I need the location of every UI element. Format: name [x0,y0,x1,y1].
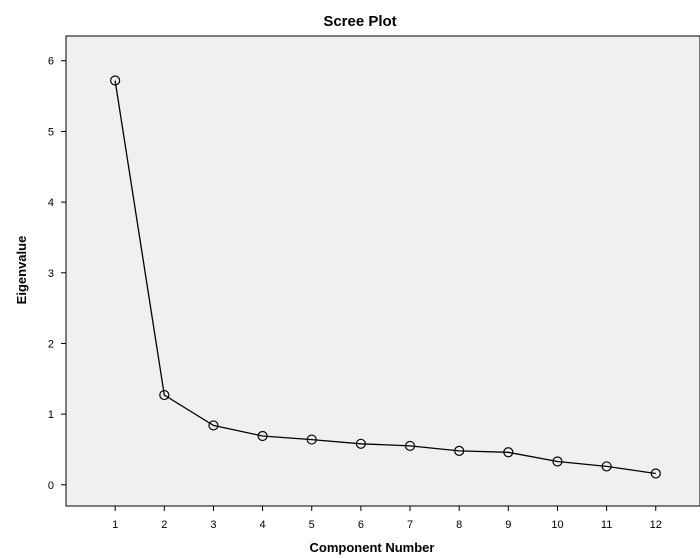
y-tick-label: 5 [48,126,54,138]
x-tick-label: 11 [601,519,612,531]
data-point-marker [355,438,366,449]
x-axis-label: Component Number [310,540,435,555]
x-tick-label: 8 [456,519,462,531]
y-tick-label: 2 [48,338,54,350]
data-point-marker [601,461,612,472]
data-point-marker [404,440,416,452]
x-tick-label: 10 [551,519,563,531]
data-point-marker [503,447,514,458]
data-point-marker [552,456,563,467]
y-axis-label: Eigenvalue [14,236,29,305]
data-point-marker [306,434,317,445]
x-tick-label: 5 [309,519,315,531]
x-tick-label: 2 [161,519,167,531]
y-tick-label: 0 [48,480,54,492]
x-tick-label: 1 [112,519,118,531]
data-point-marker [159,389,170,401]
x-tick-label: 9 [505,519,511,531]
x-tick-label: 12 [650,519,662,531]
x-tick-label: 7 [407,519,413,531]
data-point-marker [650,468,661,479]
x-tick-label: 4 [260,519,266,531]
data-point-marker [110,75,121,86]
y-tick-label: 3 [48,268,54,280]
data-point-marker [454,445,465,456]
y-tick-label: 6 [48,56,54,68]
x-tick-label: 3 [210,519,216,531]
x-axis: 1 2 3 4 5 6 7 8 9 10 11 12 [112,506,662,531]
data-point-marker [208,420,219,431]
chart-title: Scree Plot [323,13,396,30]
series-markers [110,75,661,479]
data-point-marker [257,430,268,442]
x-tick-label: 6 [358,519,364,531]
y-tick-label: 1 [48,409,54,421]
series-line [114,80,656,475]
y-axis: 0 1 2 3 4 5 6 [48,56,66,492]
plot-area [65,35,700,507]
y-tick-label: 4 [48,197,54,209]
